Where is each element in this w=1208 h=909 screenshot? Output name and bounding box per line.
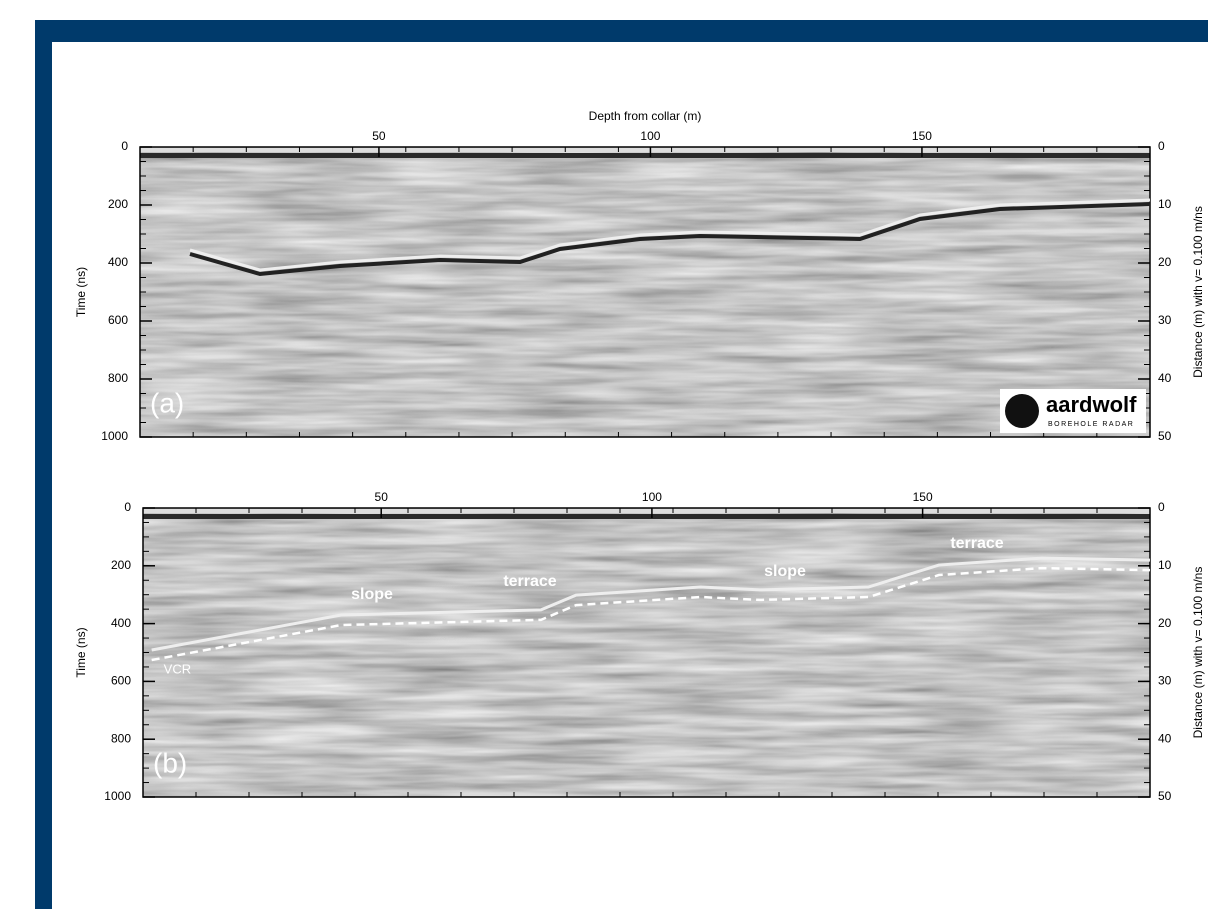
x-tick-label: 150 xyxy=(913,490,933,504)
direct-wave xyxy=(140,153,1150,158)
y-tick-label: 0 xyxy=(124,500,131,514)
y-tick-label: 1000 xyxy=(101,429,128,443)
annotation: slope xyxy=(764,563,806,580)
y2-tick-label: 10 xyxy=(1158,558,1172,572)
y2-tick-label: 40 xyxy=(1158,731,1172,745)
y2-tick-label: 30 xyxy=(1158,313,1172,327)
y-axis-title: Time (ns) xyxy=(74,267,88,317)
y2-tick-label: 10 xyxy=(1158,197,1172,211)
y-tick-label: 1000 xyxy=(104,789,131,803)
frame-top xyxy=(35,20,1208,42)
direct-wave-highlight xyxy=(143,509,1150,513)
logo-icon xyxy=(1005,394,1039,428)
y-tick-label: 200 xyxy=(108,197,128,211)
y2-tick-label: 30 xyxy=(1158,674,1172,688)
panel-label: (b) xyxy=(153,747,187,778)
y-tick-label: 600 xyxy=(108,313,128,327)
y2-tick-label: 50 xyxy=(1158,789,1172,803)
logo-tagline: BOREHOLE RADAR xyxy=(1048,421,1134,428)
annotation: slope xyxy=(351,586,393,603)
y-tick-label: 400 xyxy=(111,616,131,630)
y2-tick-label: 20 xyxy=(1158,255,1172,269)
x-tick-label: 50 xyxy=(375,490,389,504)
x-tick-label: 100 xyxy=(642,490,662,504)
y2-tick-label: 0 xyxy=(1158,500,1165,514)
series-label: VCR xyxy=(164,661,191,676)
annotation: terrace xyxy=(503,573,556,590)
y-tick-label: 600 xyxy=(111,674,131,688)
x-tick-label: 100 xyxy=(640,129,660,143)
y2-axis-title: Distance (m) with v= 0.100 m/ns xyxy=(1191,206,1205,378)
logo-name: aardwolf xyxy=(1046,392,1137,417)
y-tick-label: 200 xyxy=(111,558,131,572)
y-tick-label: 400 xyxy=(108,255,128,269)
page: 501001500200400600800100001020304050Dept… xyxy=(0,0,1208,909)
panel-label: (a) xyxy=(150,387,184,418)
y2-tick-label: 40 xyxy=(1158,371,1172,385)
x-tick-label: 150 xyxy=(912,129,932,143)
figure: 501001500200400600800100001020304050Dept… xyxy=(0,0,1208,909)
y-axis-title: Time (ns) xyxy=(74,627,88,677)
panel: 50 100 150 0 200 400 600 800 1000 0 10 20 30 40 50 Time… xyxy=(74,490,1205,803)
x-tick-label: 50 xyxy=(372,129,386,143)
y2-axis-title: Distance (m) with v= 0.100 m/ns xyxy=(1191,567,1205,739)
direct-wave xyxy=(143,514,1150,519)
y2-tick-label: 20 xyxy=(1158,616,1172,630)
y-tick-label: 800 xyxy=(108,371,128,385)
direct-wave-highlight xyxy=(140,148,1150,152)
annotation: terrace xyxy=(950,535,1003,552)
frame-left xyxy=(35,20,52,909)
radargram-image xyxy=(140,147,1150,437)
x-axis-title: Depth from collar (m) xyxy=(589,109,702,123)
y2-tick-label: 50 xyxy=(1158,429,1172,443)
panel: 50 100 150 0 200 400 600 800 1000 0 10 20 30 40 50 Dept… xyxy=(74,109,1205,443)
y-tick-label: 800 xyxy=(111,731,131,745)
y2-tick-label: 0 xyxy=(1158,139,1165,153)
y-tick-label: 0 xyxy=(121,139,128,153)
